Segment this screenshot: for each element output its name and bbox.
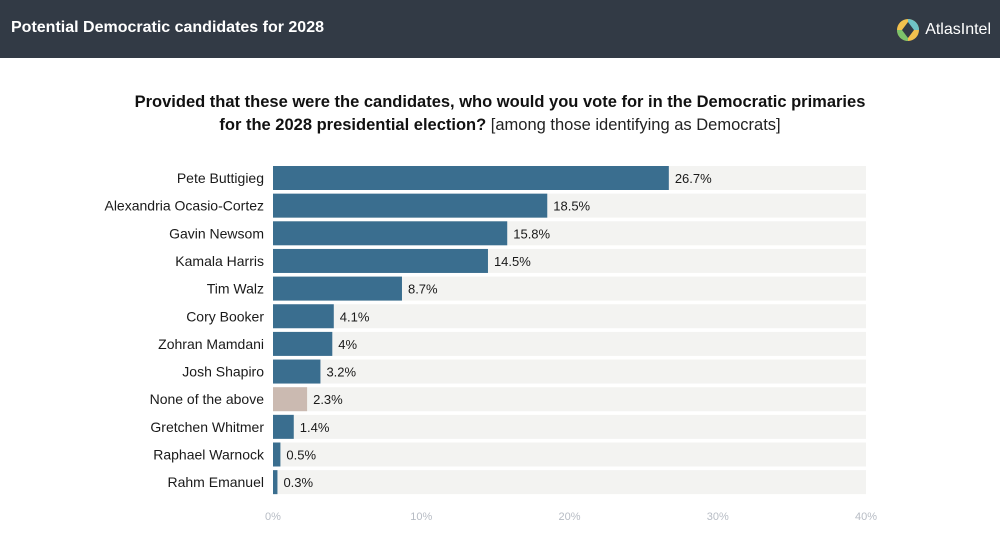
header-bar: Potential Democratic candidates for 2028… [0, 0, 1000, 58]
question-line-2: for the 2028 presidential election? [amo… [0, 114, 1000, 137]
bar-track [273, 359, 866, 384]
atlasintel-logo-icon [897, 19, 920, 41]
bar [273, 470, 278, 495]
brand-name: AtlasIntel [925, 21, 991, 38]
bar-track [273, 442, 866, 467]
category-label: Kamala Harris [175, 253, 264, 269]
data-label: 8.7% [408, 282, 438, 297]
x-tick-label: 20% [558, 511, 580, 523]
bar [273, 387, 308, 412]
category-label: Pete Buttigieg [177, 170, 264, 186]
category-label: Gretchen Whitmer [150, 419, 264, 435]
bar-track [273, 387, 866, 412]
data-label: 3.2% [326, 365, 356, 380]
question-qualifier: [among those identifying as Democrats] [490, 116, 781, 134]
bar [273, 442, 281, 467]
data-label: 14.5% [494, 254, 531, 269]
data-label: 1.4% [300, 420, 330, 435]
category-label: Rahm Emanuel [168, 474, 265, 490]
bar [273, 276, 402, 301]
x-tick-label: 30% [707, 511, 729, 523]
page-title: Potential Democratic candidates for 2028 [11, 19, 324, 36]
category-label: Tim Walz [207, 281, 264, 297]
data-label: 4.1% [340, 309, 370, 324]
bar [273, 221, 508, 246]
bar-track [273, 304, 866, 329]
category-label: Raphael Warnock [153, 447, 265, 463]
bar [273, 193, 548, 218]
bar-track [273, 470, 866, 495]
category-label: Zohran Mamdani [158, 336, 264, 352]
bar [273, 331, 333, 356]
bar [273, 304, 334, 329]
question-line-1: Provided that these were the candidates,… [0, 91, 1000, 114]
question-bold-line-1: Provided that these were the candidates,… [134, 93, 866, 111]
question-bold-line-2: for the 2028 presidential election? [219, 116, 487, 134]
category-label: Cory Booker [186, 308, 264, 324]
brand: AtlasIntel [896, 17, 991, 43]
data-label: 26.7% [675, 171, 712, 186]
data-label: 2.3% [313, 392, 343, 407]
bar [273, 414, 294, 439]
category-label: Josh Shapiro [182, 364, 264, 380]
data-label: 0.3% [283, 475, 313, 490]
bar [273, 359, 321, 384]
category-label: Alexandria Ocasio-Cortez [104, 198, 264, 214]
bar-track [273, 331, 866, 356]
chart-question: Provided that these were the candidates,… [0, 91, 1000, 137]
data-label: 18.5% [553, 199, 590, 214]
category-label: Gavin Newsom [169, 225, 264, 241]
data-label: 4% [338, 337, 357, 352]
data-label: 15.8% [513, 226, 550, 241]
x-tick-label: 0% [265, 511, 281, 523]
x-tick-label: 40% [855, 511, 877, 523]
data-label: 0.5% [286, 448, 316, 463]
bar [273, 166, 669, 190]
bar [273, 248, 488, 273]
bar-track [273, 414, 866, 439]
category-label: None of the above [150, 391, 265, 407]
x-tick-label: 10% [410, 511, 432, 523]
